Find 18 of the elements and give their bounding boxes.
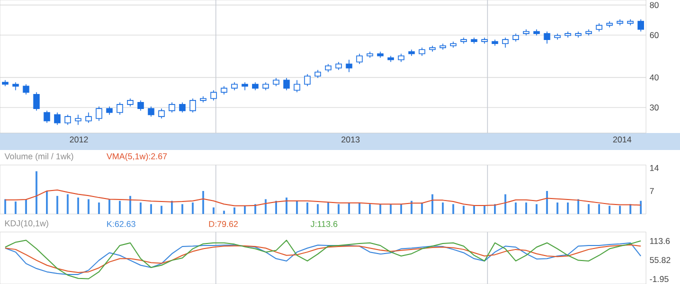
y-tick-label: 113.6 — [650, 238, 670, 244]
y-tick-label: 7 — [650, 188, 654, 194]
y-tick-label: 30 — [650, 104, 659, 110]
text: VMA(5,1w):2.67 — [106, 153, 167, 161]
chart-title: Volume (mil / 1wk) — [4, 153, 74, 161]
y-tick-label: 14 — [650, 165, 659, 171]
x-tick-label: 2014 — [613, 136, 632, 143]
y-tick-label: 80 — [650, 2, 659, 8]
y-tick-label: 40 — [650, 74, 659, 80]
y-tick-label: -1.95 — [650, 276, 668, 282]
chart-title: KDJ(10,1w) — [5, 220, 48, 228]
x-tick-label: 2012 — [70, 136, 88, 143]
text: D:79.62 — [209, 221, 238, 227]
x-tick-label: 2013 — [342, 136, 360, 143]
y-tick-label: 60 — [650, 32, 659, 38]
text: K:62.63 — [107, 221, 136, 227]
y-tick-label: 55.82 — [650, 257, 670, 264]
text: J:113.6 — [310, 221, 338, 227]
